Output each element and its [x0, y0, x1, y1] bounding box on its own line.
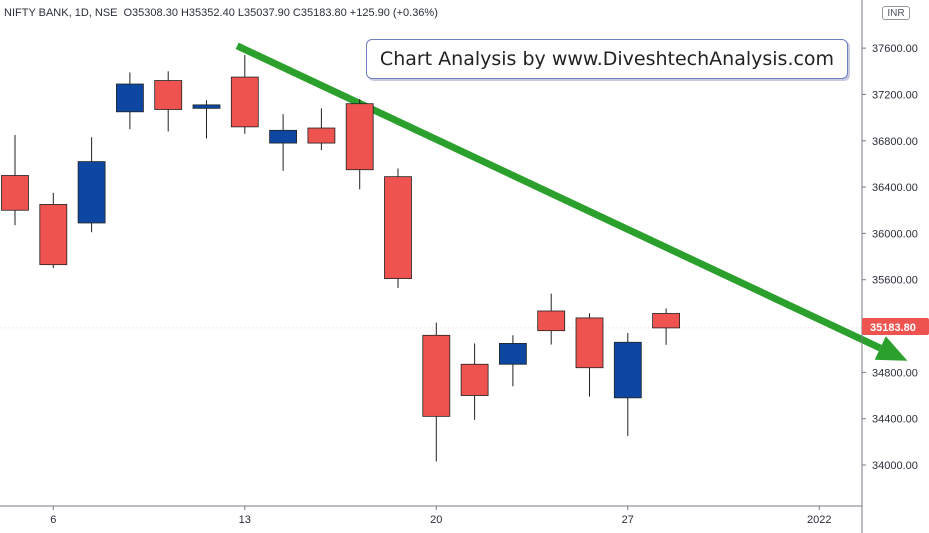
candle-body	[307, 127, 336, 144]
price-tick-label: 35600.00	[872, 275, 918, 287]
candle[interactable]	[230, 55, 259, 134]
candle[interactable]	[652, 308, 680, 345]
candle-body	[537, 310, 566, 332]
price-tick-label: 36000.00	[872, 228, 918, 240]
candle-body	[575, 317, 604, 369]
candle[interactable]	[116, 72, 144, 130]
time-tick-label: 6	[50, 514, 56, 526]
candle[interactable]	[192, 100, 221, 139]
watermark-text: Chart Analysis by www.DiveshtechAnalysis…	[379, 48, 835, 70]
time-tick-labels: 6 13 20 27 2022	[50, 506, 832, 526]
candle-body	[116, 83, 144, 113]
currency-badge[interactable]: INR	[882, 6, 910, 20]
candle-body	[77, 161, 106, 224]
candle[interactable]	[575, 313, 604, 397]
candle-body	[613, 341, 642, 399]
candle[interactable]	[537, 293, 566, 345]
candle[interactable]	[77, 137, 106, 233]
ohlc-readout: O35308.30 H35352.40 L35037.90 C35183.80 …	[124, 7, 438, 19]
candle-body	[39, 204, 68, 266]
candle[interactable]	[1, 134, 29, 226]
candle[interactable]	[307, 108, 336, 151]
candle-body	[1, 175, 29, 211]
candle-body	[422, 334, 451, 417]
price-tick-labels: 34000.0034400.0034800.0035200.0035600.00…	[862, 43, 918, 472]
price-tick-label: 36800.00	[872, 136, 918, 148]
candle-body	[154, 80, 183, 110]
candle[interactable]	[154, 71, 183, 132]
candle[interactable]	[384, 168, 412, 288]
chart-header: NIFTY BANK, 1D, NSE O35308.30 H35352.40 L…	[4, 7, 438, 19]
price-tick-label: 34000.00	[872, 460, 918, 472]
candle[interactable]	[498, 335, 527, 387]
candles-layer	[1, 55, 680, 462]
candle-body	[192, 104, 221, 109]
candle-body	[269, 129, 298, 144]
last-price-label: 35183.80	[870, 322, 916, 334]
price-tick-label: 37600.00	[872, 43, 918, 55]
candle[interactable]	[613, 332, 642, 437]
time-tick-label: 13	[239, 514, 251, 526]
last-price-badge: 35183.80	[862, 318, 929, 335]
price-tick-label: 34800.00	[872, 367, 918, 379]
candle[interactable]	[39, 192, 68, 269]
price-tick-label: 36400.00	[872, 182, 918, 194]
trend-arrow-head	[874, 336, 908, 361]
trend-arrow-layer	[235, 42, 908, 361]
candle-body	[498, 343, 527, 365]
last-price-badge-bg	[862, 318, 929, 335]
watermark-box: Chart Analysis by www.DiveshtechAnalysis…	[366, 39, 848, 79]
price-tick-label: 34400.00	[872, 414, 918, 426]
candle-body	[230, 76, 259, 128]
time-tick-label: 2022	[807, 514, 831, 526]
symbol-label: NIFTY BANK, 1D, NSE	[4, 7, 118, 19]
candle-body	[460, 363, 489, 396]
candle[interactable]	[345, 99, 374, 190]
candle-body	[345, 103, 374, 171]
candle-body	[652, 313, 680, 329]
trend-arrow-shaft	[235, 42, 882, 352]
candle[interactable]	[422, 322, 451, 462]
candle[interactable]	[269, 114, 298, 171]
price-tick-label: 37200.00	[872, 89, 918, 101]
time-tick-label: 27	[622, 514, 634, 526]
candle[interactable]	[460, 343, 489, 420]
candle-body	[384, 176, 412, 279]
time-tick-label: 20	[430, 514, 442, 526]
axes	[0, 0, 863, 533]
